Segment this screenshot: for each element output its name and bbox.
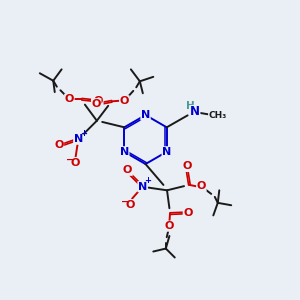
Text: O: O xyxy=(120,96,129,106)
Text: N: N xyxy=(120,147,129,157)
Text: CH₃: CH₃ xyxy=(208,112,226,121)
Text: O: O xyxy=(65,94,74,104)
Text: O: O xyxy=(126,200,135,210)
Text: O: O xyxy=(92,99,101,109)
Text: O: O xyxy=(182,161,192,171)
Text: +: + xyxy=(80,129,87,138)
Text: O: O xyxy=(123,165,132,175)
Text: N: N xyxy=(74,134,83,144)
Text: N: N xyxy=(190,105,200,118)
Text: N: N xyxy=(162,147,171,157)
Text: O: O xyxy=(71,158,80,167)
Text: O: O xyxy=(165,221,174,231)
Text: −: − xyxy=(121,197,129,207)
Text: N: N xyxy=(138,182,147,192)
Text: O: O xyxy=(94,96,103,106)
Text: −: − xyxy=(66,154,74,165)
Text: H: H xyxy=(186,101,195,111)
Text: O: O xyxy=(183,208,193,218)
Text: O: O xyxy=(197,182,206,191)
Text: +: + xyxy=(144,176,152,185)
Text: N: N xyxy=(141,110,150,120)
Text: O: O xyxy=(54,140,64,150)
